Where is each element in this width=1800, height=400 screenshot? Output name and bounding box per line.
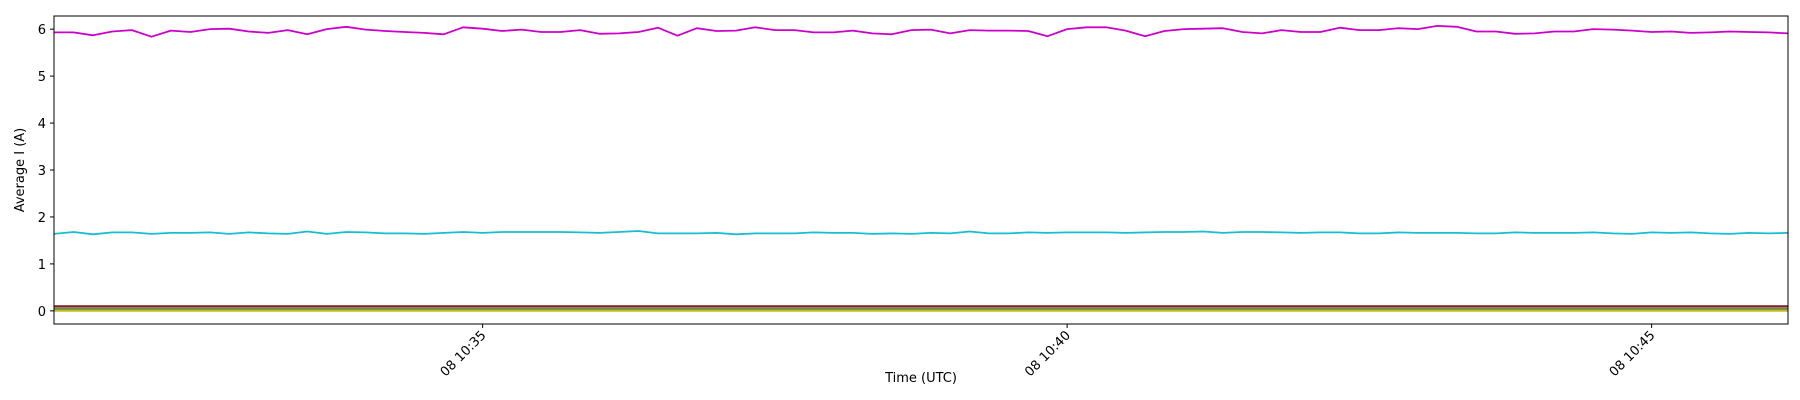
y-axis-ticks: 0 1 2 3 4 5 6 bbox=[38, 23, 54, 320]
series-layer bbox=[53, 24, 1789, 312]
series-line-0 bbox=[54, 24, 1789, 38]
y-axis-label: Average I (A) bbox=[13, 128, 28, 213]
y-tick-label-2: 2 bbox=[38, 211, 46, 226]
plot-area bbox=[54, 16, 1788, 324]
x-axis-label: Time (UTC) bbox=[884, 371, 957, 386]
y-tick-label-1: 1 bbox=[38, 258, 46, 273]
y-tick-label-0: 0 bbox=[38, 305, 46, 320]
y-tick-label-5: 5 bbox=[38, 70, 46, 85]
series-line-1 bbox=[53, 230, 1789, 236]
y-tick-label-6: 6 bbox=[38, 23, 46, 38]
plot-frame bbox=[53, 15, 1789, 325]
y-tick-label-3: 3 bbox=[38, 164, 46, 179]
y-tick-label-4: 4 bbox=[38, 117, 46, 132]
